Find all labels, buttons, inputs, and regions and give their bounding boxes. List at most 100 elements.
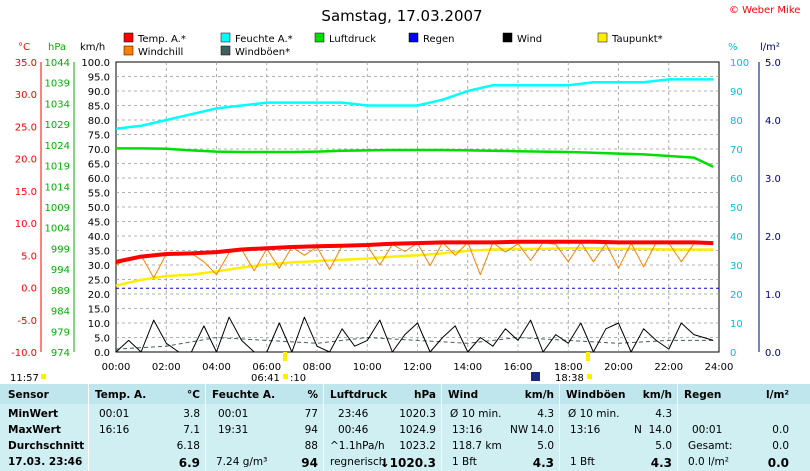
temp-tick-label: 0.0 [21, 284, 37, 295]
temp-tick-label: -10.0 [11, 348, 37, 359]
hpa-axis-unit: hPa [48, 42, 66, 53]
temp-axis-unit: °C [18, 42, 30, 53]
kmh-tick-label: 35.0 [88, 247, 110, 258]
feuchte-max-time: 19:31 [218, 424, 249, 436]
series-taupunkt [115, 246, 714, 287]
sunrise-suffix: :10 [290, 373, 306, 384]
hpa-tick-label: 1024 [45, 141, 70, 152]
x-tick-label: 06:00 [252, 362, 281, 373]
x-tick-label: 14:00 [453, 362, 482, 373]
kmh-tick-label: 5.0 [94, 334, 110, 345]
rain-tick-label: 2.0 [765, 232, 781, 243]
pct-axis-unit: % [728, 42, 738, 53]
kmh-tick-label: 40.0 [88, 232, 110, 243]
regen-column: Regen l/m² 00:01 0.0 Gesamt: 0.0 0.0 l/m… [677, 384, 795, 471]
feuchte-current-value: 94 [301, 456, 318, 470]
legend-label: Regen [423, 34, 455, 45]
hpa-tick-label: 1039 [45, 79, 70, 90]
wind-unit: km/h [524, 389, 554, 401]
hpa-tick-label: 999 [51, 244, 70, 255]
x-tick-label: 20:00 [604, 362, 633, 373]
wind-avg10-label: Ø 10 min. [450, 408, 502, 420]
temp-current-value: 6.9 [178, 456, 200, 470]
sensor-header: Sensor [8, 389, 49, 401]
windboeen-avg10-value: 4.3 [655, 408, 672, 420]
temp-tick-label: 5.0 [21, 251, 37, 262]
kmh-tick-label: 60.0 [88, 174, 110, 185]
feuchte-column: Feuchte A. % 00:01 77 19:31 94 88 7.24 g… [205, 384, 324, 471]
pct-tick-label: 90 [730, 87, 743, 98]
kmh-tick-label: 55.0 [88, 189, 110, 200]
feuchte-header: Feuchte A. [212, 389, 276, 401]
windboeen-unit: km/h [642, 389, 672, 401]
sunrise-sun [283, 374, 288, 379]
pct-tick-label: 80 [730, 116, 743, 127]
regen-current-value: 0.0 [767, 456, 789, 470]
temp-unit: °C [187, 389, 200, 401]
luftdruck-avg-value: 1023.2 [399, 440, 436, 452]
temp-max-time: 16:16 [99, 424, 130, 436]
hpa-tick-label: 1044 [45, 58, 70, 69]
row-label-min: MinWert [8, 408, 59, 420]
pct-tick-label: 100 [730, 58, 749, 69]
pct-tick-label: 60 [730, 174, 743, 185]
legend-label: Temp. A.* [137, 34, 186, 45]
kmh-tick-label: 100.0 [81, 58, 110, 69]
regen-total-value: 0.0 [772, 440, 789, 452]
hpa-tick-label: 974 [51, 348, 70, 359]
copyright-label: © Weber Mike [729, 5, 800, 16]
hpa-tick-label: 989 [51, 286, 70, 297]
kmh-tick-label: 20.0 [88, 290, 110, 301]
temp-tick-label: 15.0 [15, 187, 37, 198]
kmh-tick-label: 50.0 [88, 203, 110, 214]
kmh-axis-unit: km/h [80, 42, 105, 53]
rain-axis-unit: l/m² [760, 42, 780, 53]
x-tick-label: 18:00 [554, 362, 583, 373]
sunset-time: 18:38 [555, 373, 584, 384]
legend-label: Wind [517, 34, 542, 45]
sunset-sun [587, 374, 592, 379]
moon-icon [531, 372, 540, 381]
luftdruck-max-time: 00:46 [338, 424, 369, 436]
luftdruck-forecast: regnerisch [330, 456, 386, 468]
kmh-tick-label: 0.0 [94, 348, 110, 359]
windboeen-avg-value: 5.0 [655, 440, 672, 452]
windboeen-column: Windböen km/h Ø 10 min. 4.3 13:16 N 14.0… [559, 384, 678, 471]
regen-total-label: Gesamt: [688, 440, 733, 452]
temp-max-value: 7.1 [183, 424, 200, 436]
kmh-tick-label: 65.0 [88, 160, 110, 171]
hpa-tick-label: 979 [51, 327, 70, 338]
kmh-tick-label: 10.0 [88, 319, 110, 330]
x-tick-label: 12:00 [403, 362, 432, 373]
rain-tick-label: 1.0 [765, 290, 781, 301]
luftdruck-min-time: 23:46 [338, 408, 369, 420]
feuchte-min-value: 77 [304, 408, 318, 420]
sunrise-time: 06:41 [251, 373, 280, 384]
temp-tick-label: 35.0 [15, 58, 37, 69]
wind-max-direction: NW [510, 424, 529, 436]
x-tick-label: 16:00 [504, 362, 533, 373]
hpa-tick-label: 994 [51, 265, 70, 276]
legend-label: Luftdruck [329, 34, 376, 45]
marker-left-sun [41, 374, 46, 379]
luftdruck-max-value: 1024.9 [399, 424, 436, 436]
feuchte-abs-humidity: 7.24 g/m³ [216, 456, 268, 468]
windboeen-current-value: 4.3 [650, 456, 672, 470]
legend-swatch [314, 32, 325, 43]
temp-tick-label: 10.0 [15, 219, 37, 230]
kmh-tick-label: 95.0 [88, 73, 110, 84]
kmh-tick-label: 30.0 [88, 261, 110, 272]
wind-bft: 1 Bft [452, 456, 477, 468]
legend-swatch [123, 45, 134, 56]
windboeen-bft: 1 Bft [570, 456, 595, 468]
feuchte-min-time: 00:01 [218, 408, 249, 420]
wind-column: Wind km/h Ø 10 min. 4.3 13:16 NW 14.0 11… [441, 384, 560, 471]
row-label-current: 17.03. 23:46 [8, 456, 83, 468]
windboeen-max-value: 14.0 [648, 424, 672, 436]
sunset-marker [586, 352, 590, 361]
regen-max-value: 0.0 [772, 424, 789, 436]
windboeen-max-time: 13:16 [570, 424, 601, 436]
hpa-tick-label: 1014 [45, 182, 70, 193]
feuchte-avg-value: 88 [304, 440, 318, 452]
chart-grid [115, 61, 720, 353]
